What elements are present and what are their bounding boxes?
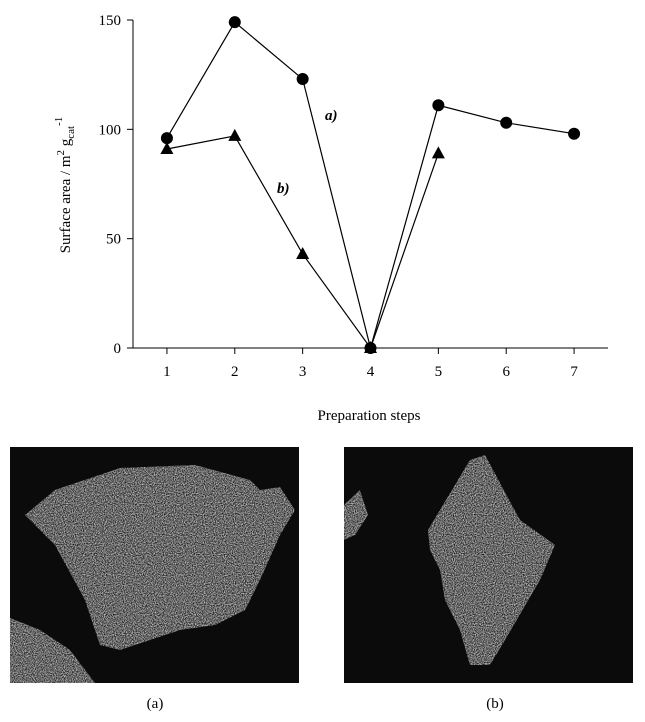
series-line [166, 135, 439, 350]
y-label-sup: 2 [55, 150, 67, 156]
marker [432, 99, 445, 112]
x-tick-label: 7 [570, 364, 578, 380]
x-tick-label: 4 [367, 364, 375, 380]
particle-b [344, 455, 555, 665]
marker [296, 246, 310, 259]
y-tick-label: 100 [99, 122, 122, 138]
series-label: b) [277, 181, 290, 197]
marker [160, 142, 174, 155]
marker [431, 146, 445, 159]
series-line [166, 21, 575, 351]
y-label-text: Surface area / m [58, 155, 74, 253]
marker [364, 341, 377, 353]
x-tick-label: 5 [435, 364, 443, 380]
y-label-exp: -1 [53, 117, 65, 126]
x-axis-label: Preparation steps [318, 408, 421, 424]
marker [568, 127, 581, 140]
y-axis-label: Surface area / m2 gcat-1 [53, 117, 77, 254]
caption: (b) [486, 696, 504, 712]
x-tick-label: 3 [299, 364, 307, 380]
y-label-unit: g [58, 138, 74, 150]
y-label-sub: cat [65, 126, 77, 139]
y-tick-label: 150 [99, 13, 122, 29]
series-label: a) [325, 108, 338, 124]
x-tick-label: 6 [502, 364, 510, 380]
marker [160, 132, 173, 145]
marker [228, 16, 241, 29]
y-tick-label: 50 [106, 232, 121, 248]
marker [228, 128, 242, 141]
particle-a [10, 465, 295, 683]
marker [296, 73, 309, 86]
x-tick-label: 2 [231, 364, 239, 380]
caption: (a) [147, 696, 164, 712]
x-tick-label: 1 [163, 364, 171, 380]
marker [500, 116, 513, 129]
y-tick-label: 0 [114, 341, 122, 357]
